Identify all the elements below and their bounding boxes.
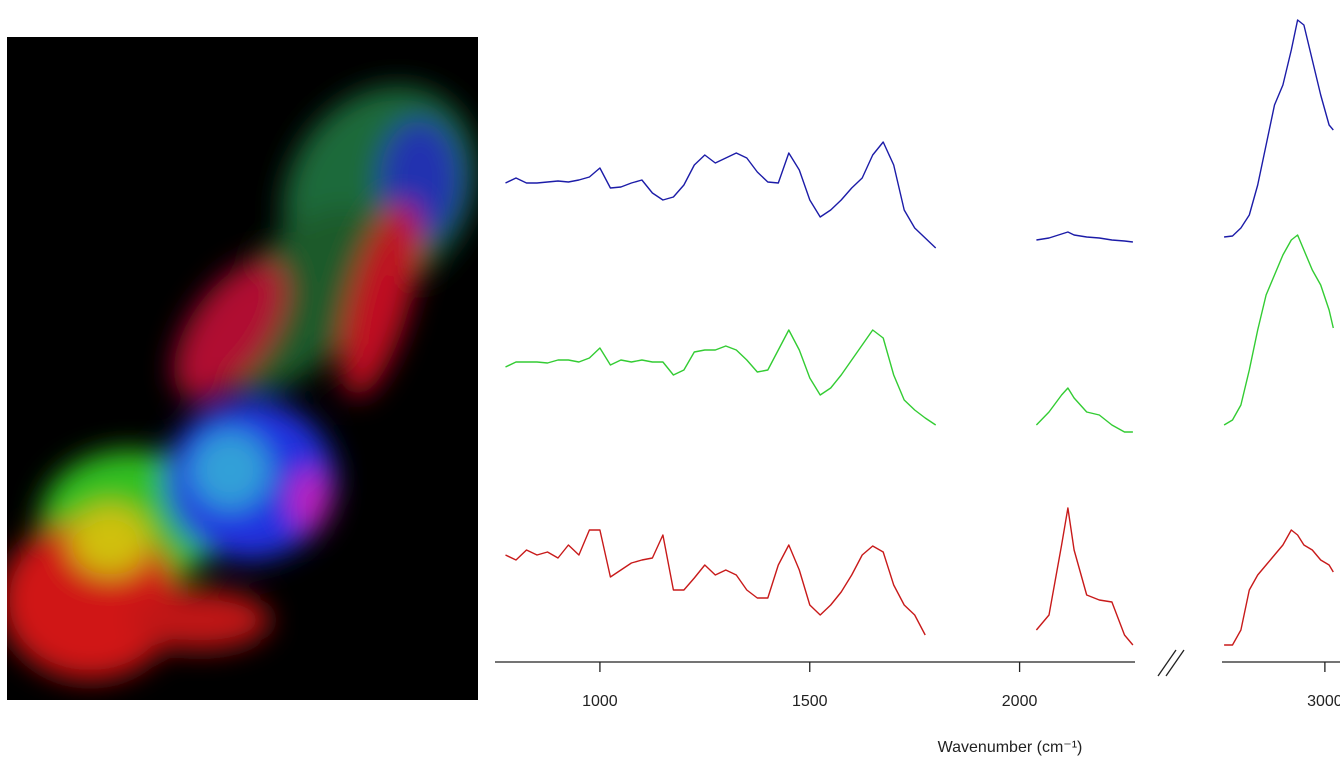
spectrum-line bbox=[505, 234, 1334, 433]
axis-break-mark bbox=[1157, 649, 1177, 677]
x-tick-label: 1000 bbox=[582, 693, 618, 710]
x-tick-label: 2000 bbox=[1002, 693, 1038, 710]
x-axis: Wavenumber (cm⁻¹) bbox=[495, 649, 1340, 756]
spectrum-line bbox=[505, 507, 1334, 646]
axis-break-mark bbox=[1165, 649, 1185, 677]
spectrum-line bbox=[505, 19, 1334, 249]
x-tick-label: 3000 bbox=[1307, 693, 1340, 710]
microscopy-image bbox=[7, 37, 478, 700]
x-axis-label: Wavenumber (cm⁻¹) bbox=[938, 739, 1083, 756]
cell-image bbox=[7, 86, 478, 680]
x-tick-label: 1500 bbox=[792, 693, 828, 710]
